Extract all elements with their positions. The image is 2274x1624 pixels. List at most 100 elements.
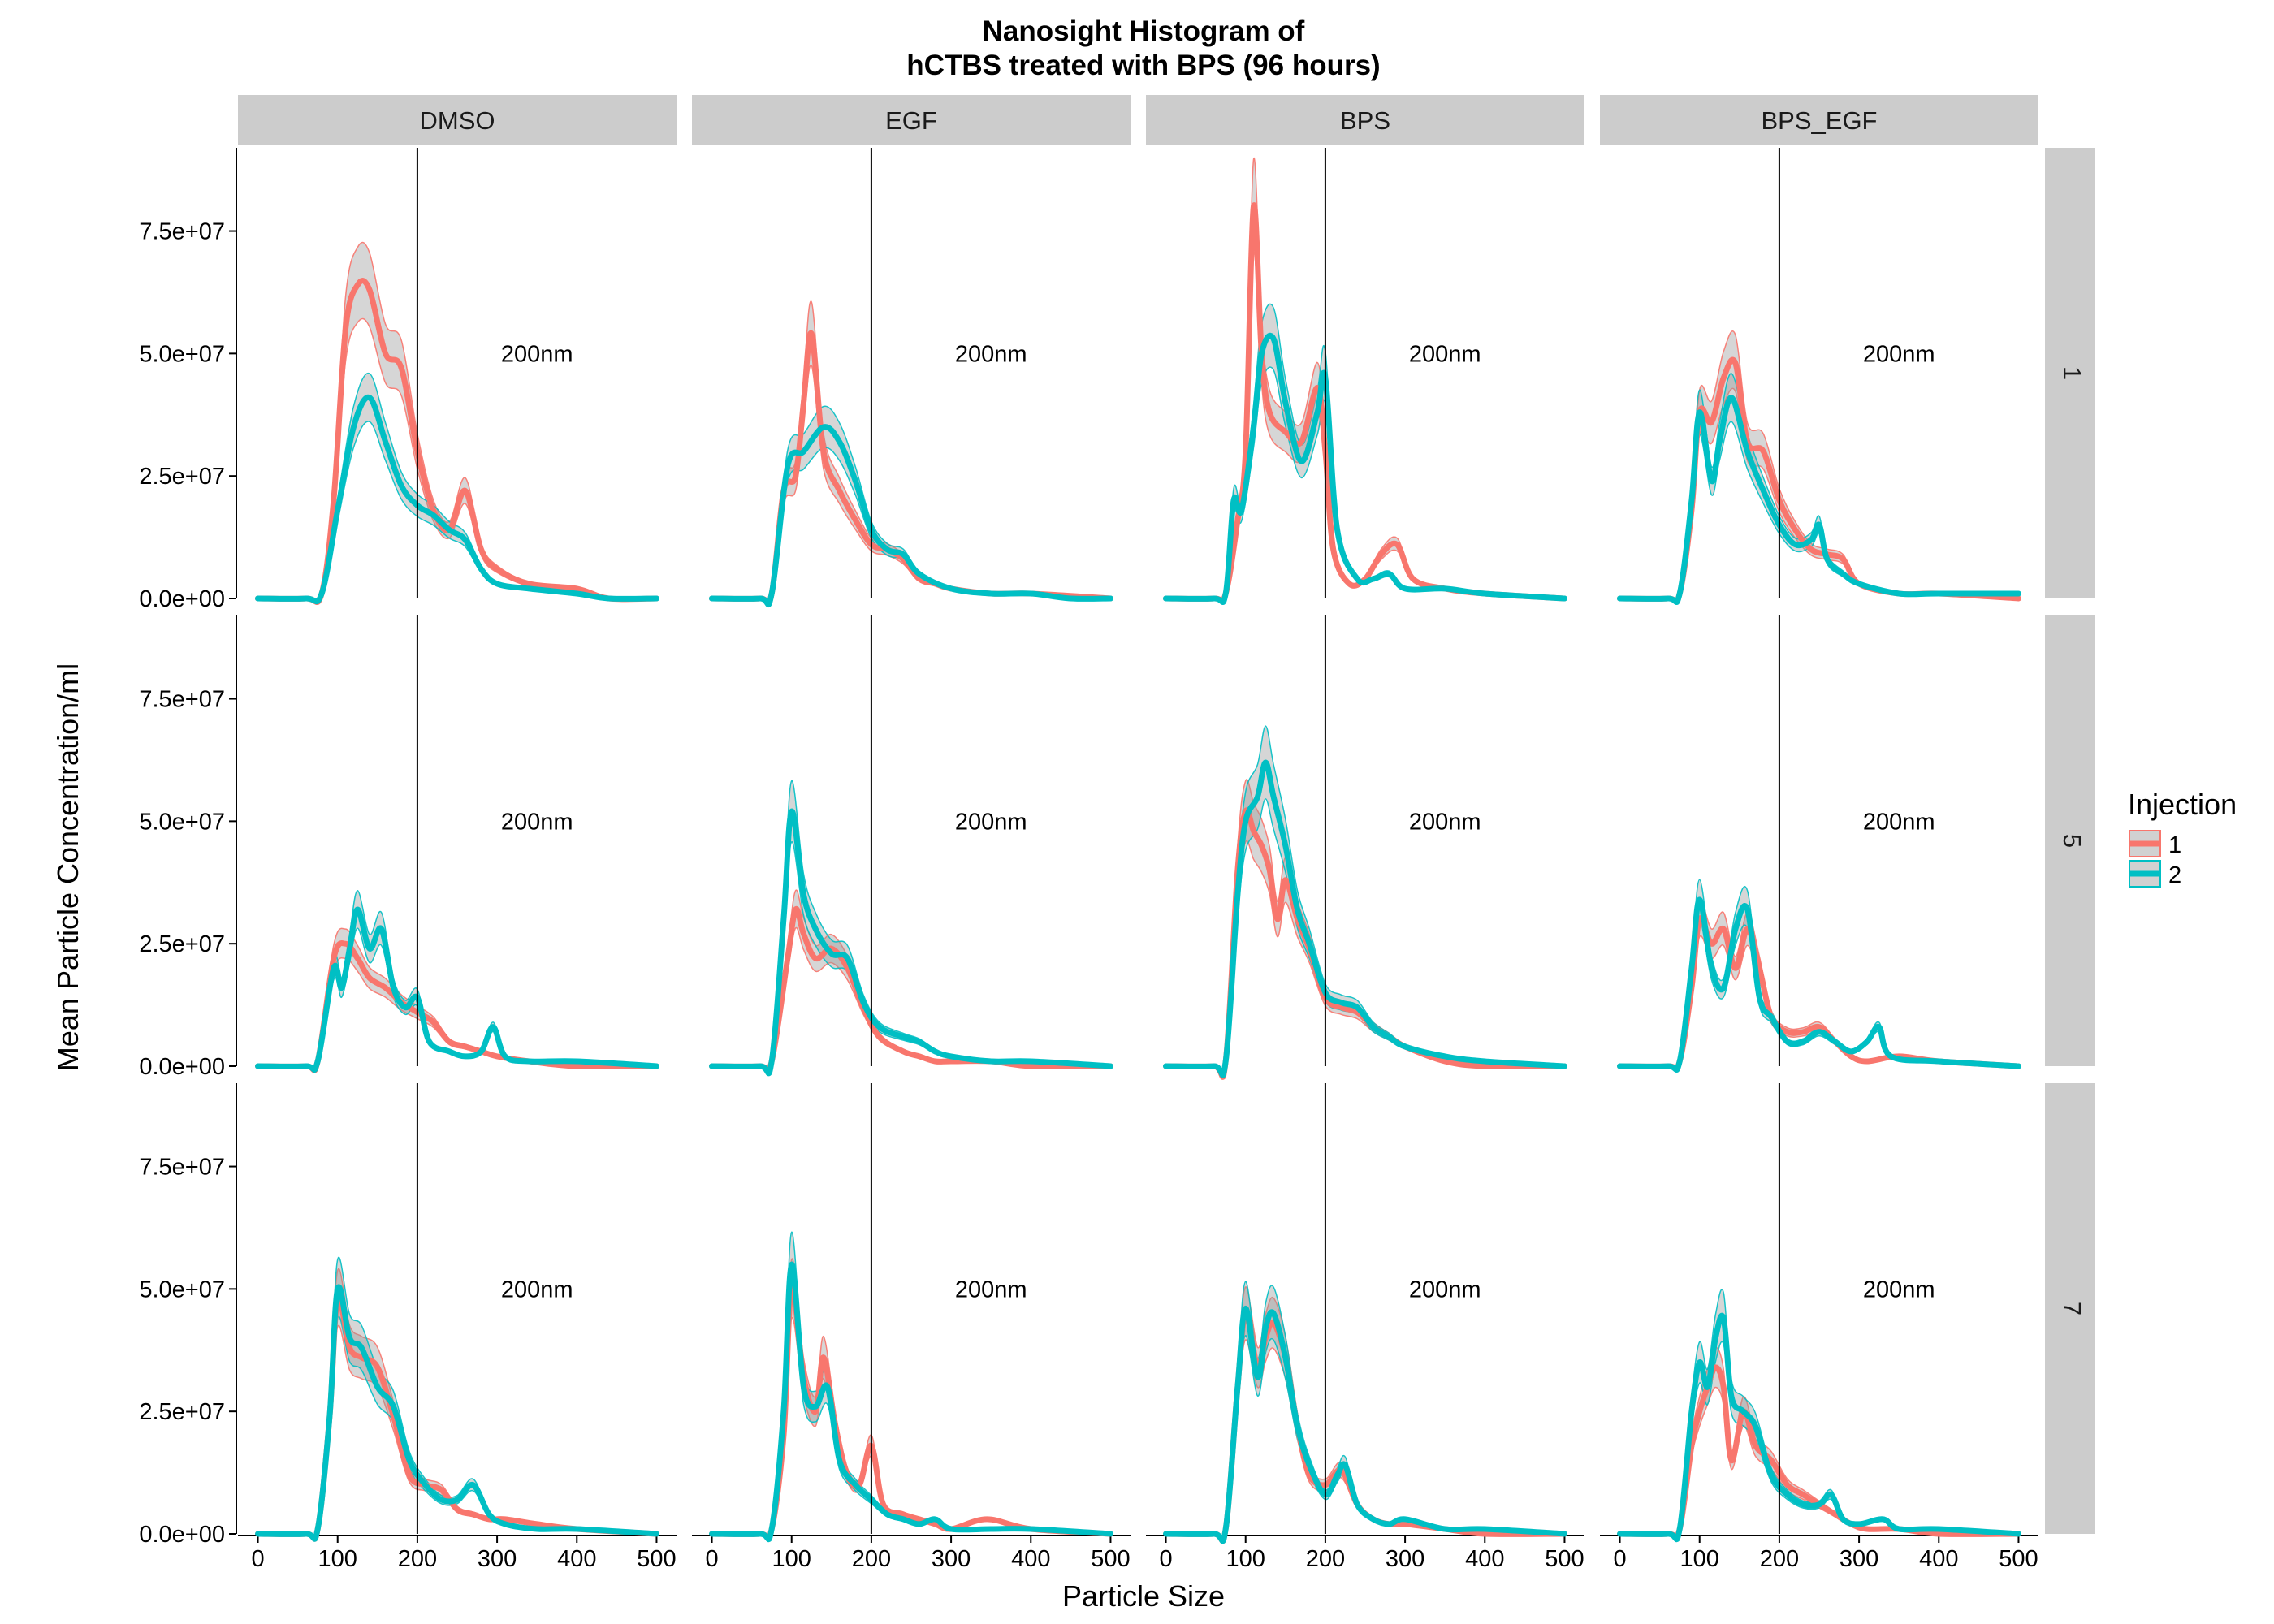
annotation-200nm: 200nm	[1863, 341, 1935, 367]
annotation-200nm: 200nm	[501, 341, 573, 367]
x-tick-label: 100	[1226, 1546, 1265, 1572]
line-injection-2	[1617, 1312, 2021, 1543]
panel-egf-5: 200nm	[709, 615, 1113, 1077]
line-injection-2	[1617, 896, 2021, 1073]
y-tick-label: 7.5e+07	[139, 687, 225, 713]
line-injection-1	[709, 1285, 1113, 1540]
x-tick-label: 500	[1545, 1546, 1584, 1572]
x-tick-label: 0	[1159, 1546, 1172, 1572]
y-axis-title: Mean Particle Concentration/ml	[51, 663, 84, 1071]
chart-title-line-1: Nanosight Histogram of	[983, 15, 1305, 47]
annotation-200nm: 200nm	[1863, 809, 1935, 835]
facet-strip-col-dmso	[238, 95, 677, 145]
y-tick-label: 2.5e+07	[139, 464, 225, 490]
legend-label-1: 1	[2168, 832, 2181, 858]
line-injection-1	[1617, 356, 2021, 605]
line-injection-2	[1163, 759, 1567, 1078]
ribbon-injection-2	[257, 372, 657, 603]
annotation-200nm: 200nm	[955, 1276, 1027, 1302]
annotation-200nm: 200nm	[955, 809, 1027, 835]
panel-bps-1: 200nm	[1163, 148, 1567, 605]
x-tick-label: 0	[705, 1546, 718, 1572]
x-tick-label: 300	[1840, 1546, 1878, 1572]
y-tick-label: 0.0e+00	[139, 1522, 225, 1548]
ribbon-injection-2	[711, 780, 1111, 1075]
x-tick-label: 300	[478, 1546, 517, 1572]
line-injection-2	[255, 394, 659, 605]
x-tick-label: 0	[251, 1546, 264, 1572]
facet-strip-label-egf: EGF	[885, 106, 937, 135]
ribbon-injection-2	[711, 1231, 1111, 1541]
annotation-200nm: 200nm	[1409, 809, 1481, 835]
ribbon-injection-2	[1619, 879, 2019, 1071]
y-tick-label: 5.0e+07	[139, 809, 225, 835]
ribbon-injection-1	[711, 1258, 1111, 1539]
x-tick-label: 500	[1091, 1546, 1130, 1572]
facet-strip-row-5	[2045, 615, 2095, 1066]
x-tick-label: 400	[1011, 1546, 1050, 1572]
line-injection-2	[709, 808, 1113, 1077]
facet-panels: DMSO EGF BPS BPS_EGF 1 5 7 0.0e+00 2.5e+07 5.0e+0…	[139, 95, 2095, 1572]
y-tick-label: 0.0e+00	[139, 1054, 225, 1080]
legend-title: Injection	[2128, 788, 2237, 821]
y-tick-label: 0.0e+00	[139, 586, 225, 612]
x-tick-label: 100	[318, 1546, 357, 1572]
facet-strip-col-bps_egf	[1600, 95, 2038, 145]
facet-strip-col-egf	[692, 95, 1131, 145]
line-injection-1	[1163, 202, 1567, 604]
facet-strip-col-bps	[1146, 95, 1584, 145]
x-tick-label: 400	[1919, 1546, 1958, 1572]
facet-strip-label-row-7: 7	[2058, 1302, 2086, 1315]
ribbon-injection-1	[1165, 157, 1565, 602]
ribbon-injection-1	[257, 241, 657, 603]
x-tick-label: 0	[1613, 1546, 1626, 1572]
line-injection-2	[1163, 1305, 1567, 1544]
y-tick-label: 2.5e+07	[139, 1399, 225, 1425]
panel-egf-7: 200nm	[709, 1083, 1113, 1543]
chart-title-line-2: hCTBS treated with BPS (96 hours)	[906, 50, 1380, 81]
x-tick-label: 300	[1386, 1546, 1424, 1572]
y-tick-label: 7.5e+07	[139, 1155, 225, 1181]
panel-bps_egf-5: 200nm	[1617, 615, 2021, 1073]
facet-strip-label-row-1: 1	[2058, 366, 2086, 380]
line-injection-1	[1617, 1364, 2021, 1540]
x-axis-title: Particle Size	[1062, 1579, 1225, 1613]
annotation-200nm: 200nm	[955, 341, 1027, 367]
panel-dmso-5: 200nm	[255, 615, 659, 1073]
panel-egf-1: 200nm	[709, 148, 1113, 608]
y-tick-label: 5.0e+07	[139, 1276, 225, 1302]
facet-strip-row-7	[2045, 1083, 2095, 1534]
x-tick-label: 200	[1760, 1546, 1799, 1572]
y-tick-label: 7.5e+07	[139, 219, 225, 245]
line-injection-2	[255, 906, 659, 1073]
panel-bps-7: 200nm	[1163, 1083, 1567, 1544]
x-tick-label: 100	[772, 1546, 811, 1572]
facet-strip-row-1	[2045, 148, 2095, 598]
ribbon-injection-2	[1165, 303, 1565, 603]
line-injection-2	[1163, 332, 1567, 605]
annotation-200nm: 200nm	[1409, 341, 1481, 367]
facet-strip-label-row-5: 5	[2058, 834, 2086, 848]
annotation-200nm: 200nm	[1409, 1276, 1481, 1302]
legend: Injection 1 2	[2128, 788, 2237, 888]
ribbon-injection-1	[711, 300, 1111, 604]
x-tick-label: 400	[557, 1546, 596, 1572]
y-tick-label: 2.5e+07	[139, 931, 225, 957]
line-injection-2	[709, 424, 1113, 608]
panel-bps_egf-1: 200nm	[1617, 148, 2021, 605]
legend-label-2: 2	[2168, 862, 2181, 888]
annotation-200nm: 200nm	[1863, 1276, 1935, 1302]
annotation-200nm: 200nm	[501, 1276, 573, 1302]
x-tick-label: 200	[852, 1546, 891, 1572]
facet-strip-label-bps_egf: BPS_EGF	[1762, 106, 1878, 135]
x-tick-label: 500	[1999, 1546, 2038, 1572]
ribbon-injection-2	[1619, 373, 2020, 603]
line-injection-2	[255, 1284, 659, 1542]
panel-bps-5: 200nm	[1163, 615, 1567, 1080]
panel-bps_egf-7: 200nm	[1617, 1083, 2021, 1543]
ribbon-injection-2	[1165, 725, 1565, 1078]
x-tick-label: 400	[1465, 1546, 1504, 1572]
ribbon-injection-2	[1165, 1281, 1565, 1543]
panel-dmso-1: 200nm	[255, 148, 659, 605]
